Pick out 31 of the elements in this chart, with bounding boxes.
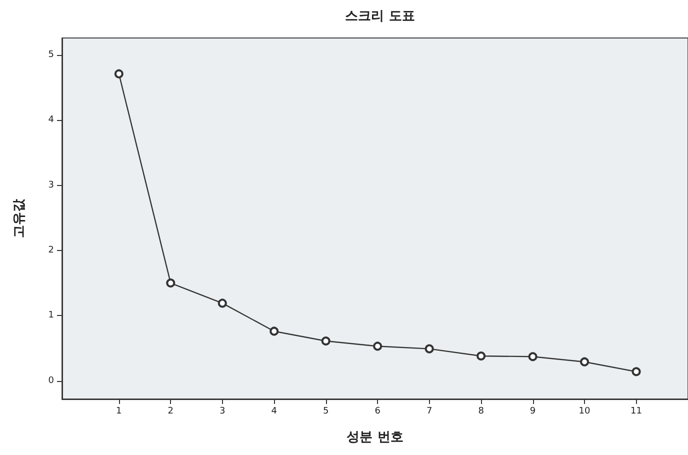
x-axis-title: 성분 번호 — [346, 430, 404, 445]
y-tick-label: 1 — [48, 310, 54, 321]
y-axis-title: 고유값 — [12, 198, 27, 238]
x-tick-label: 6 — [374, 406, 381, 416]
x-tick-label: 5 — [322, 406, 329, 416]
y-tick-label: 0 — [48, 376, 54, 386]
x-tick-label: 10 — [578, 406, 591, 416]
point — [424, 344, 434, 354]
x-tick-label: 1 — [116, 406, 122, 416]
point — [632, 367, 641, 376]
point — [166, 278, 176, 288]
point — [321, 336, 330, 346]
y-tick-label: 3 — [48, 180, 54, 190]
y-tick-label: 5 — [48, 50, 54, 60]
point — [528, 352, 538, 362]
point — [270, 326, 279, 336]
point — [476, 351, 486, 360]
point — [114, 69, 124, 78]
x-tick-label: 7 — [426, 406, 432, 416]
point — [580, 357, 590, 366]
point — [373, 342, 382, 351]
x-tick-label: 8 — [478, 406, 484, 416]
y-tick-label: 2 — [48, 245, 54, 256]
x-tick-label: 11 — [630, 406, 642, 416]
point — [218, 298, 227, 308]
chart-title: 스크리 도표 — [345, 9, 415, 24]
x-tick-label: 2 — [168, 406, 174, 416]
x-tick-label: 9 — [530, 406, 536, 416]
x-tick-label: 3 — [220, 406, 226, 416]
x-tick-label: 4 — [271, 406, 278, 416]
y-tick-label: 4 — [48, 115, 54, 126]
